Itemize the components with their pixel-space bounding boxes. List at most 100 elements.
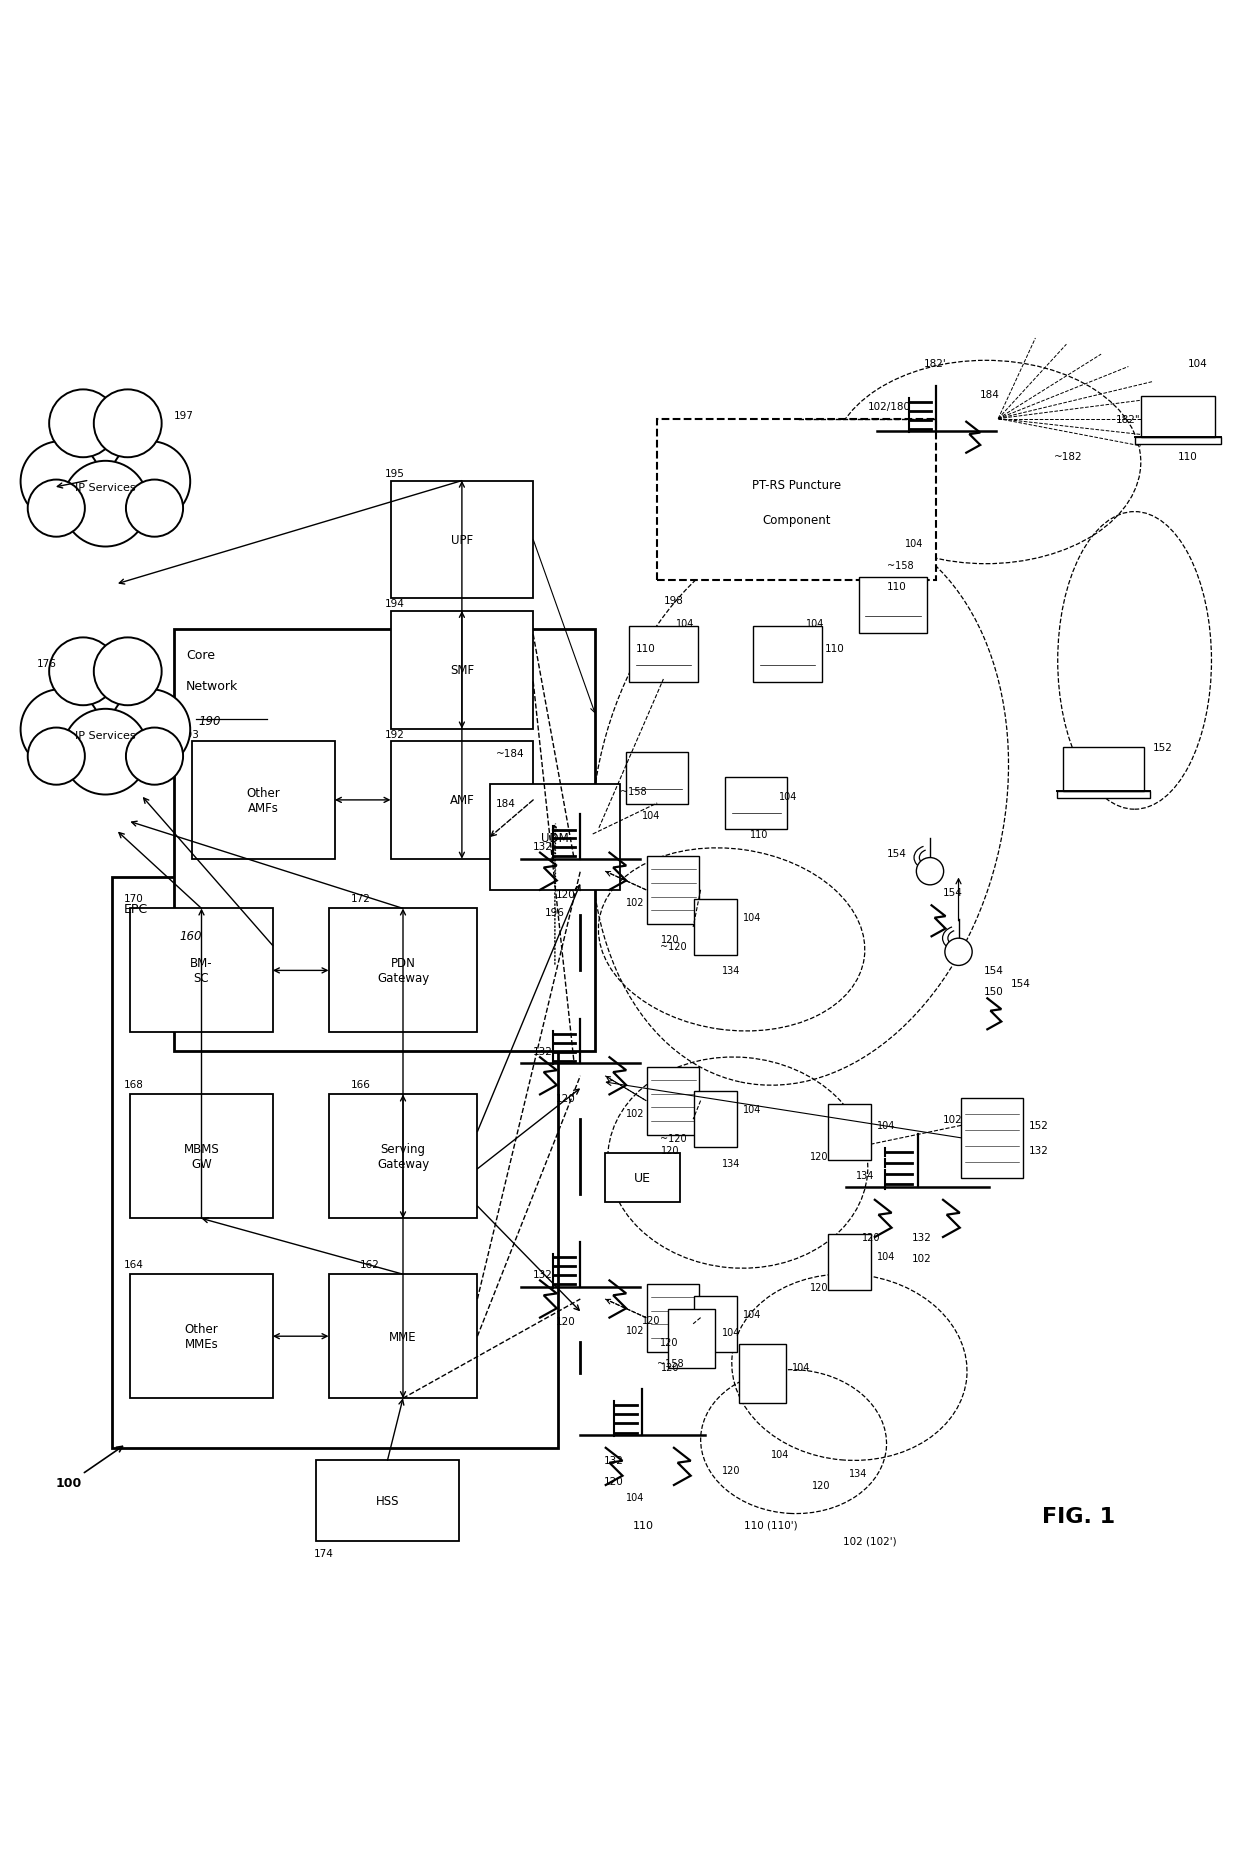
Text: 102: 102 [942,1115,962,1124]
Bar [112,877,558,1449]
Text: 110: 110 [750,829,769,840]
Text: 182": 182" [1116,414,1141,425]
Text: 194: 194 [384,599,404,608]
Bar [192,742,335,859]
Text: 184: 184 [980,390,999,399]
Text: Other
AMFs: Other AMFs [247,787,280,814]
Text: 196: 196 [544,907,565,918]
Text: 192: 192 [384,729,404,738]
Bar [657,419,936,581]
Text: 193: 193 [180,729,200,738]
Bar [647,1284,699,1352]
Bar [626,753,688,805]
Bar [828,1234,872,1289]
Circle shape [94,390,161,458]
Text: 154: 154 [1011,978,1030,989]
Circle shape [110,690,190,770]
Bar [965,1167,972,1174]
Circle shape [62,709,149,796]
Circle shape [56,406,155,505]
Text: 120: 120 [556,889,575,900]
Text: 152: 152 [1029,1120,1049,1132]
Bar [828,1104,872,1159]
Circle shape [50,390,117,458]
Text: PT-RS Puncture: PT-RS Puncture [753,479,841,492]
Text: 104: 104 [1188,358,1208,369]
Circle shape [27,729,84,785]
Text: 104: 104 [877,1120,895,1132]
Circle shape [62,462,149,547]
Circle shape [759,1347,766,1354]
Text: 132: 132 [911,1232,931,1243]
Bar [391,742,533,859]
Bar [754,627,822,683]
Circle shape [846,1107,853,1115]
Text: 102: 102 [626,1109,645,1119]
Circle shape [21,690,100,770]
Text: 100: 100 [56,1477,82,1490]
Text: 110: 110 [632,1519,653,1530]
Bar [694,900,737,955]
Text: 120: 120 [556,1317,575,1326]
Text: 150: 150 [983,987,1003,996]
Text: 162: 162 [360,1260,379,1269]
Text: 104: 104 [877,1250,895,1261]
Text: 102: 102 [911,1254,931,1263]
Bar [630,627,698,683]
Text: IP Services: IP Services [76,731,135,740]
Bar [739,1343,786,1404]
Text: 154: 154 [887,848,906,859]
Text: ~158: ~158 [887,560,913,571]
Text: 176: 176 [37,659,57,668]
Text: 110: 110 [636,644,656,653]
Text: 104: 104 [806,620,825,629]
Text: 164: 164 [124,1260,144,1269]
Text: 102 (102'): 102 (102') [843,1536,897,1545]
Bar [651,874,658,881]
Text: 134: 134 [722,966,740,976]
Text: 120: 120 [812,1480,831,1490]
Text: Core: Core [186,649,215,662]
Circle shape [126,729,184,785]
Text: BM-
SC: BM- SC [190,957,213,985]
Text: 104: 104 [743,1310,761,1319]
Circle shape [56,655,155,753]
Text: ~184: ~184 [496,749,525,759]
Text: EPC: EPC [124,903,148,916]
Text: UPF: UPF [451,534,472,547]
Text: ~158: ~158 [657,1358,683,1369]
Text: 195: 195 [384,469,404,479]
Text: 120: 120 [862,1232,880,1243]
Text: 120: 120 [810,1152,828,1161]
Bar [647,1067,699,1135]
Text: 174: 174 [314,1549,334,1558]
Text: 166: 166 [351,1080,371,1091]
Text: 102: 102 [626,1324,645,1336]
Circle shape [712,1096,719,1104]
Bar [329,909,477,1033]
Text: 104: 104 [743,1106,761,1115]
Text: 104: 104 [905,538,924,549]
Text: Other
MMEs: Other MMEs [185,1323,218,1350]
Text: 120: 120 [604,1477,624,1486]
Text: 120: 120 [661,1146,680,1156]
Circle shape [688,1313,696,1321]
Text: ~120: ~120 [660,940,686,952]
Text: 184: 184 [496,798,516,809]
Text: 104: 104 [779,790,797,801]
Text: 134: 134 [849,1467,868,1478]
Text: 120: 120 [661,935,680,944]
Bar [651,900,658,907]
Bar [130,909,273,1033]
Circle shape [126,480,184,538]
Text: 132: 132 [533,1046,553,1057]
Text: 154: 154 [942,889,962,898]
Text: ~158: ~158 [620,787,646,796]
Text: 120: 120 [810,1282,828,1291]
Bar [490,785,620,890]
Bar [329,1274,477,1399]
Text: 104: 104 [771,1449,790,1460]
Text: 172: 172 [351,894,371,903]
Bar [174,631,595,1052]
Bar [651,1098,658,1106]
